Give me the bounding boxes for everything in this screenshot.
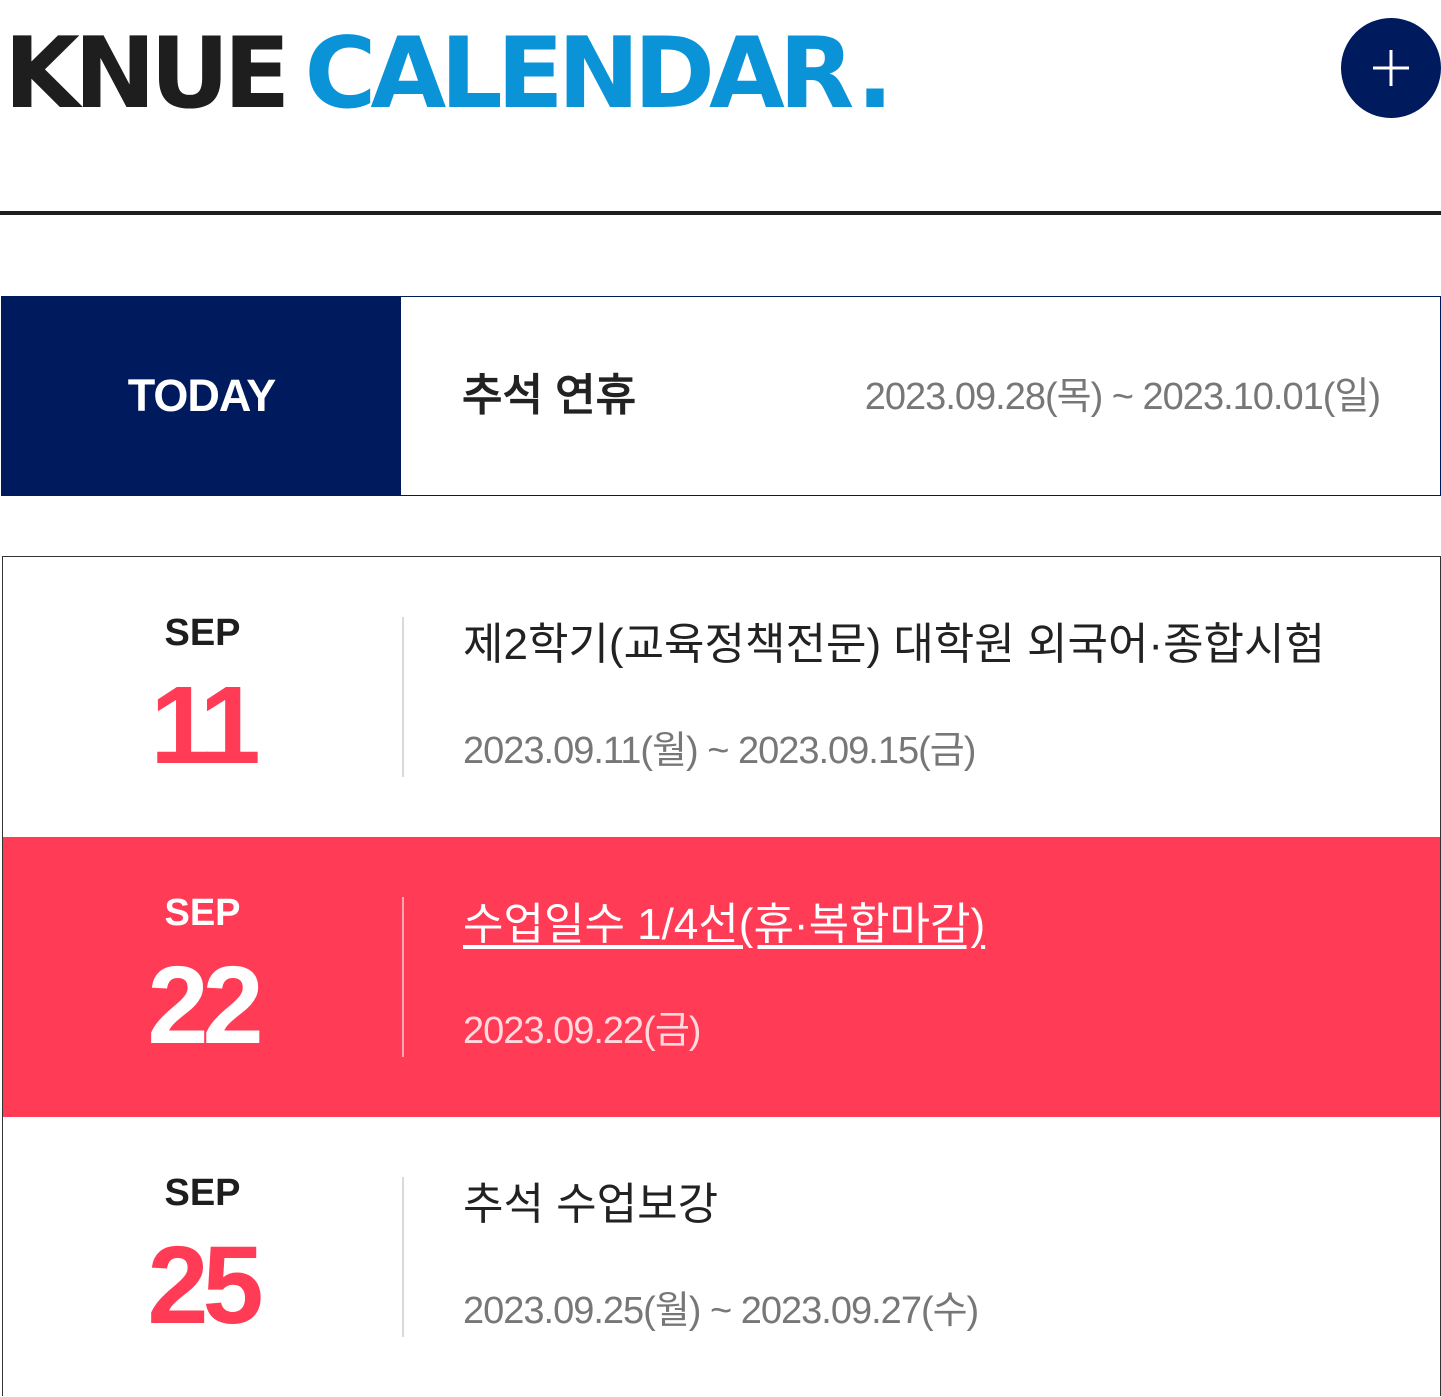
today-box[interactable]: TODAY 추석 연휴 2023.09.28(목) ~ 2023.10.01(일… xyxy=(1,296,1441,496)
event-title-link[interactable]: 추석 수업보강 xyxy=(463,1180,719,1229)
more-button[interactable] xyxy=(1341,18,1441,118)
event-date: 2023.09.25(월) ~ 2023.09.27(수) xyxy=(463,1290,979,1332)
event-day: 22 xyxy=(147,944,263,1067)
event-day: 25 xyxy=(147,1224,263,1347)
event-list: SEP 11 제2학기(교육정책전문) 대학원 외국어·종합시험 2023.09… xyxy=(2,556,1441,1397)
event-date: 2023.09.22(금) xyxy=(463,1010,701,1052)
header-divider xyxy=(0,211,1441,215)
event-item[interactable]: SEP 25 추석 수업보강 2023.09.25(월) ~ 2023.09.2… xyxy=(3,1117,1440,1397)
event-day: 11 xyxy=(150,664,260,787)
event-item-active[interactable]: SEP 22 수업일수 1/4선(휴·복합마감) 2023.09.22(금) xyxy=(3,837,1440,1117)
title-knue: KNUE xyxy=(4,17,290,131)
event-item[interactable]: SEP 11 제2학기(교육정책전문) 대학원 외국어·종합시험 2023.09… xyxy=(3,557,1440,837)
plus-icon xyxy=(1373,50,1409,86)
today-event-date: 2023.09.28(목) ~ 2023.10.01(일) xyxy=(864,376,1381,418)
event-date: 2023.09.11(월) ~ 2023.09.15(금) xyxy=(463,730,976,772)
event-month: SEP xyxy=(164,1172,241,1214)
today-event-title[interactable]: 추석 연휴 xyxy=(462,371,637,420)
event-divider xyxy=(402,1177,404,1337)
event-divider xyxy=(402,617,404,777)
event-title-link[interactable]: 제2학기(교육정책전문) 대학원 외국어·종합시험 xyxy=(463,620,1325,669)
today-label: TODAY xyxy=(2,297,401,495)
title-calendar: CALENDAR xyxy=(304,17,854,131)
page-title: KNUE CALENDAR. xyxy=(4,17,894,131)
event-month: SEP xyxy=(164,892,241,934)
title-dot: . xyxy=(856,17,893,131)
event-divider xyxy=(402,897,404,1057)
event-title-link[interactable]: 수업일수 1/4선(휴·복합마감) xyxy=(463,900,986,949)
calendar-header: KNUE CALENDAR. xyxy=(0,0,1441,215)
event-month: SEP xyxy=(164,612,241,654)
